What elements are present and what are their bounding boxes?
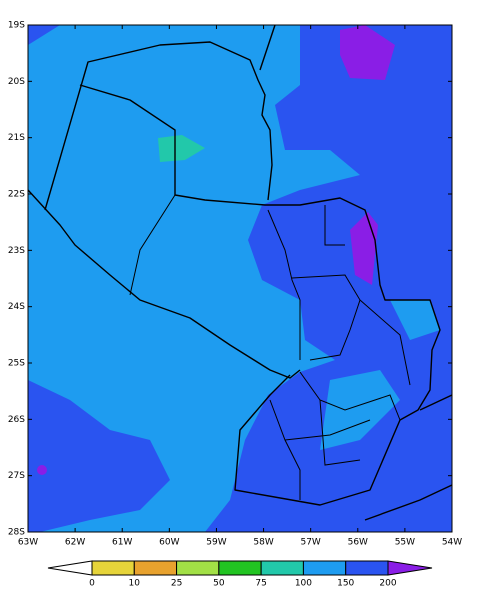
department-border — [284, 399, 371, 466]
field-region — [37, 465, 47, 475]
lon-label: 55W — [395, 538, 415, 548]
colorbar-segment — [218, 560, 262, 576]
field-region — [340, 25, 395, 80]
lon-label: 62W — [65, 538, 85, 548]
river-border — [27, 189, 301, 379]
map-frame — [27, 24, 453, 533]
department-border — [129, 194, 176, 296]
field-region — [158, 135, 205, 162]
colorbar-label: 100 — [295, 579, 312, 589]
lat-label: 23S — [8, 246, 25, 256]
lat-label: 22S — [8, 190, 25, 200]
colorbar-label: 150 — [337, 579, 354, 589]
colorbar-label: 0 — [89, 579, 95, 589]
colorbar-label: 75 — [255, 579, 266, 589]
lat-label: 28S — [8, 528, 25, 538]
lon-label: 56W — [348, 538, 368, 548]
lat-label: 24S — [8, 302, 25, 312]
field-region — [350, 212, 378, 285]
lon-label: 61W — [112, 538, 132, 548]
lat-label: 21S — [8, 133, 25, 143]
field-region — [320, 370, 400, 450]
lon-label: 57W — [300, 538, 320, 548]
colorbar-segment — [345, 560, 389, 576]
department-border — [324, 205, 345, 246]
department-border — [359, 299, 411, 386]
lon-label: 63W — [18, 538, 38, 548]
department-border — [291, 274, 361, 361]
map-field — [28, 25, 452, 532]
lon-label: 60W — [159, 538, 179, 548]
lon-label: 59W — [206, 538, 226, 548]
department-border — [299, 371, 401, 421]
colorbar-segment — [133, 560, 178, 576]
borders — [27, 24, 453, 521]
colorbar-label: 50 — [213, 579, 225, 589]
country-border — [419, 394, 453, 411]
lon-label: 58W — [253, 538, 273, 548]
colorbar-label: 10 — [129, 579, 141, 589]
country-border — [44, 41, 273, 211]
department-border — [269, 399, 301, 500]
field-region — [28, 25, 360, 532]
field-region — [390, 300, 440, 340]
field-region — [28, 380, 170, 532]
lon-label: 54W — [442, 538, 462, 548]
colorbar-segment — [302, 560, 347, 576]
department-border — [267, 209, 301, 360]
lat-label: 27S — [8, 471, 25, 481]
colorbar-label: 25 — [171, 579, 182, 589]
lat-label: 19S — [8, 21, 25, 31]
lat-label: 20S — [8, 77, 25, 87]
colorbar: 0 10 25 50 75 100 150 200 — [47, 560, 433, 589]
country-border — [259, 24, 276, 71]
lat-label: 26S — [8, 415, 25, 425]
country-border — [364, 484, 453, 521]
colorbar-over — [387, 560, 433, 576]
lat-label: 25S — [8, 359, 25, 369]
colorbar-under — [47, 560, 93, 576]
colorbar-segment — [260, 560, 304, 576]
colorbar-label: 200 — [379, 579, 396, 589]
country-border — [79, 84, 441, 506]
colorbar-segment — [176, 560, 220, 576]
colorbar-segment — [91, 560, 135, 576]
